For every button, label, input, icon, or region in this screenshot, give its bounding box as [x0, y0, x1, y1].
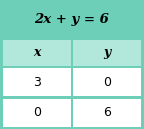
Text: x: x [33, 46, 40, 59]
Text: 6: 6 [103, 106, 111, 119]
Bar [3, 40, 71, 66]
Bar [73, 68, 141, 96]
Text: 2x + y = 6: 2x + y = 6 [35, 13, 109, 26]
Text: y: y [104, 46, 111, 59]
Bar [3, 68, 71, 96]
Text: 0: 0 [103, 76, 111, 89]
Bar [3, 99, 71, 127]
Bar [73, 99, 141, 127]
Bar [73, 40, 141, 66]
Bar [3, 2, 141, 38]
Text: 0: 0 [33, 106, 41, 119]
Text: 3: 3 [33, 76, 41, 89]
